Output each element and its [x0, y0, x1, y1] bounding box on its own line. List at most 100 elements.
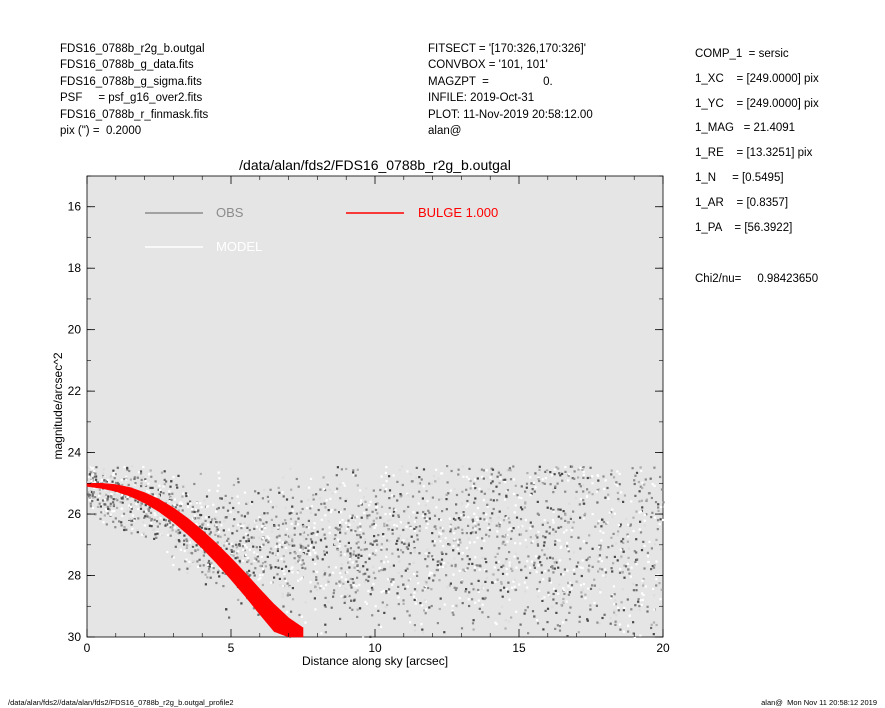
obs-point [316, 557, 319, 560]
obs-point [555, 466, 558, 469]
obs-point [452, 517, 456, 520]
obs-point [288, 593, 291, 596]
obs-point [440, 551, 443, 554]
obs-point [248, 569, 251, 572]
obs-point [269, 564, 272, 567]
obs-point [614, 599, 617, 602]
obs-point [192, 543, 195, 547]
obs-point [170, 498, 173, 502]
obs-point [638, 608, 641, 612]
obs-point [291, 571, 294, 574]
obs-point [325, 499, 328, 502]
obs-point [339, 524, 342, 527]
obs-point [652, 587, 655, 590]
obs-point [130, 503, 133, 506]
obs-point [640, 549, 644, 552]
obs-point [386, 519, 390, 522]
obs-point [421, 589, 424, 592]
obs-point [652, 566, 656, 569]
obs-point [149, 469, 152, 472]
obs-point [504, 627, 507, 630]
obs-point [597, 560, 600, 563]
obs-point [448, 543, 451, 546]
legend: OBS MODEL BULGE 1.000 [145, 205, 498, 254]
obs-point [659, 518, 662, 521]
obs-point [147, 509, 150, 513]
obs-point [419, 602, 422, 605]
obs-point [611, 594, 614, 597]
obs-point [202, 554, 205, 557]
obs-point [417, 502, 420, 505]
obs-point [578, 483, 581, 486]
obs-point [121, 514, 124, 517]
obs-point [209, 562, 212, 565]
obs-point [195, 544, 198, 547]
obs-point [93, 470, 96, 473]
obs-point [632, 582, 635, 585]
obs-point [492, 490, 495, 493]
obs-point [267, 537, 271, 540]
obs-point [639, 531, 643, 534]
obs-point [646, 605, 649, 608]
obs-point [122, 499, 125, 502]
obs-point [423, 516, 426, 520]
obs-point [406, 610, 409, 613]
obs-point [251, 542, 254, 545]
obs-point [203, 499, 206, 502]
obs-point [381, 601, 384, 604]
obs-point [506, 573, 509, 576]
obs-point [157, 516, 160, 519]
obs-point [498, 493, 501, 496]
obs-point [313, 522, 316, 525]
obs-point [469, 487, 472, 490]
obs-point [486, 589, 489, 592]
obs-point [615, 614, 618, 617]
obs-point [472, 584, 475, 587]
obs-point [586, 618, 589, 621]
obs-point [200, 526, 203, 529]
obs-point [473, 512, 476, 515]
obs-point [340, 585, 343, 588]
obs-point [498, 510, 501, 513]
obs-point [459, 518, 462, 521]
obs-point [496, 535, 499, 538]
obs-point [438, 535, 441, 538]
obs-point [200, 506, 203, 509]
obs-point [372, 489, 375, 492]
obs-point [150, 475, 153, 478]
obs-point [236, 556, 239, 559]
obs-point [102, 475, 105, 479]
obs-point [348, 606, 352, 609]
obs-point [402, 583, 405, 586]
obs-point [229, 510, 232, 513]
obs-point [133, 476, 136, 479]
obs-point [364, 500, 367, 503]
obs-point [305, 537, 308, 541]
obs-point [177, 474, 180, 477]
obs-point [610, 536, 613, 539]
obs-point [422, 468, 426, 471]
obs-point [380, 560, 383, 563]
obs-point [150, 525, 153, 528]
obs-point [395, 542, 398, 545]
obs-point [525, 482, 529, 485]
obs-point [595, 604, 598, 607]
obs-point [316, 555, 319, 558]
obs-point [315, 571, 319, 574]
obs-point [354, 516, 357, 519]
obs-point [562, 621, 565, 624]
obs-point [368, 553, 371, 557]
obs-point [536, 622, 540, 625]
obs-point [312, 532, 315, 535]
obs-point [537, 513, 540, 516]
obs-point [99, 492, 102, 495]
obs-point [471, 485, 475, 488]
obs-point [614, 623, 617, 626]
obs-point [425, 608, 428, 611]
obs-point [186, 539, 189, 543]
obs-point [288, 585, 291, 588]
obs-point [237, 523, 240, 526]
obs-point [284, 565, 288, 568]
obs-point [109, 513, 112, 516]
obs-point [216, 528, 219, 531]
